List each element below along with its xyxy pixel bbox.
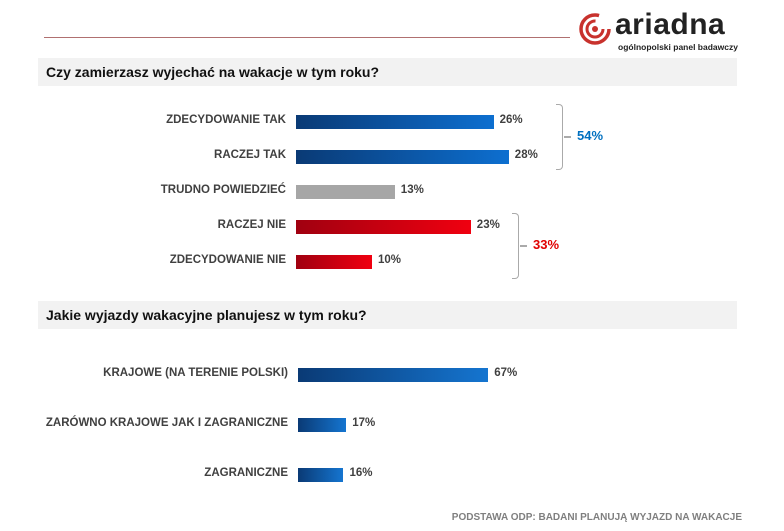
bar	[296, 255, 372, 269]
value-label: 26%	[499, 114, 523, 126]
bar-label: KRAJOWE (NA TERENIE POLSKI)	[103, 367, 288, 379]
bar	[296, 115, 494, 129]
value-label: 16%	[349, 467, 373, 479]
question-1-header: Czy zamierzasz wyjechać na wakacje w tym…	[38, 58, 737, 86]
question-2-title: Jakie wyjazdy wakacyjne planujesz w tym …	[46, 307, 367, 323]
group-total: 33%	[533, 237, 560, 252]
bar	[298, 418, 347, 432]
brace-tick	[520, 245, 527, 247]
value-label: 23%	[476, 219, 500, 231]
bar	[296, 150, 509, 164]
bar-label: RACZEJ NIE	[217, 219, 286, 231]
group-brace	[512, 213, 519, 279]
value-label: 10%	[378, 254, 402, 266]
value-label: 28%	[514, 149, 538, 161]
bar-label: ZDECYDOWANIE NIE	[169, 254, 286, 266]
bar-label: ZAGRANICZNE	[204, 467, 288, 479]
footer-note: PODSTAWA ODP: BADANI PLANUJĄ WYJAZD NA W…	[451, 512, 742, 523]
brace-tick	[564, 136, 571, 138]
value-label: 67%	[494, 367, 518, 379]
logo-spiral-icon	[579, 13, 611, 45]
bar-label: RACZEJ TAK	[214, 149, 286, 161]
ariadna-logo: ariadna ogólnopolski panel badawczy	[578, 8, 738, 56]
group-total: 54%	[577, 128, 604, 143]
group-brace	[556, 104, 563, 170]
header-divider	[44, 37, 570, 38]
question-1-title: Czy zamierzasz wyjechać na wakacje w tym…	[46, 64, 380, 80]
question-2-header: Jakie wyjazdy wakacyjne planujesz w tym …	[38, 301, 737, 329]
bar-label: TRUDNO POWIEDZIEĆ	[160, 184, 286, 196]
bar	[296, 185, 395, 199]
bar	[298, 468, 344, 482]
bar	[296, 220, 471, 234]
value-label: 13%	[400, 184, 424, 196]
bar-label: ZDECYDOWANIE TAK	[166, 114, 286, 126]
bar	[298, 368, 489, 382]
logo-tagline: ogólnopolski panel badawczy	[618, 42, 738, 52]
bar-label: ZARÓWNO KRAJOWE JAK I ZAGRANICZNE	[45, 417, 288, 429]
value-label: 17%	[352, 417, 376, 429]
logo-wordmark: ariadna	[615, 8, 726, 41]
